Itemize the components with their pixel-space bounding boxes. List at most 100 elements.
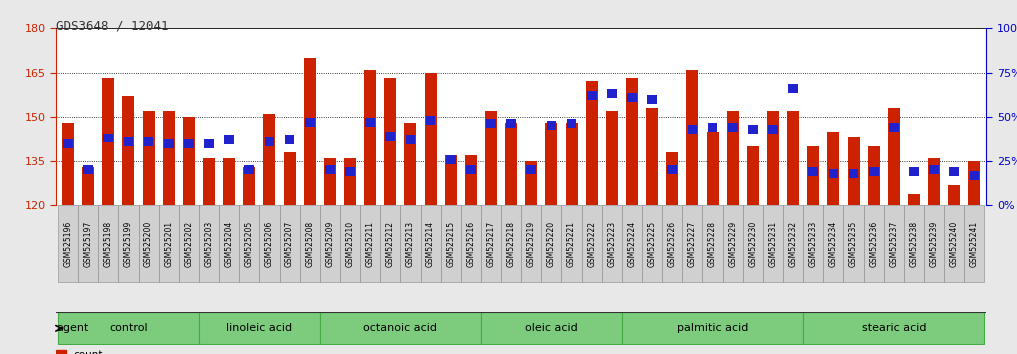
Bar	[384, 79, 397, 205]
Bar	[486, 120, 496, 129]
Bar	[847, 137, 859, 205]
Text: GSM525215: GSM525215	[446, 221, 456, 267]
Bar	[284, 152, 296, 205]
FancyBboxPatch shape	[58, 312, 199, 344]
Bar	[646, 108, 658, 205]
Bar	[728, 123, 737, 132]
FancyBboxPatch shape	[199, 312, 319, 344]
Bar	[868, 146, 880, 205]
Bar	[83, 166, 93, 175]
Bar	[924, 205, 944, 282]
Bar	[521, 205, 541, 282]
Bar	[889, 123, 899, 132]
Bar	[828, 132, 839, 205]
Bar	[344, 158, 356, 205]
Bar	[904, 205, 924, 282]
Bar	[824, 205, 843, 282]
Bar	[541, 205, 561, 282]
Bar	[546, 121, 556, 130]
Bar	[259, 205, 280, 282]
Text: GSM525207: GSM525207	[285, 221, 294, 267]
Bar	[606, 111, 618, 205]
FancyBboxPatch shape	[481, 312, 622, 344]
Bar	[602, 205, 622, 282]
Text: GSM525229: GSM525229	[728, 221, 737, 267]
Bar	[944, 205, 964, 282]
Bar	[264, 137, 275, 146]
Bar	[707, 132, 719, 205]
Text: GSM525239: GSM525239	[930, 221, 939, 267]
Bar	[582, 205, 602, 282]
Bar	[481, 205, 501, 282]
Bar	[506, 120, 516, 129]
Bar	[424, 73, 436, 205]
Bar	[78, 205, 99, 282]
Text: oleic acid: oleic acid	[525, 323, 578, 333]
Bar	[444, 155, 457, 205]
Text: GSM525199: GSM525199	[124, 221, 133, 267]
Bar	[225, 136, 234, 144]
Bar	[908, 194, 920, 205]
Bar	[742, 205, 763, 282]
Bar	[662, 205, 682, 282]
Bar	[525, 161, 537, 205]
Bar	[223, 158, 235, 205]
Bar	[219, 205, 239, 282]
Bar	[364, 70, 376, 205]
Text: GSM525216: GSM525216	[467, 221, 475, 267]
Bar	[63, 139, 73, 148]
Bar	[807, 146, 820, 205]
Bar	[365, 118, 375, 127]
Bar	[969, 171, 979, 180]
Text: GSM525223: GSM525223	[607, 221, 616, 267]
Text: GSM525235: GSM525235	[849, 221, 858, 267]
Bar	[607, 89, 616, 98]
Text: control: control	[109, 323, 147, 333]
Text: count: count	[74, 350, 104, 354]
Bar	[445, 155, 456, 164]
Bar	[501, 205, 522, 282]
Bar	[929, 158, 940, 205]
Text: GSM525236: GSM525236	[870, 221, 879, 267]
Bar	[746, 146, 759, 205]
Bar	[787, 111, 799, 205]
Text: GSM525218: GSM525218	[506, 221, 516, 267]
Bar	[385, 132, 396, 141]
Bar	[723, 205, 742, 282]
Bar	[682, 205, 703, 282]
Bar	[869, 167, 879, 176]
Bar	[118, 205, 138, 282]
Bar	[244, 166, 254, 175]
Bar	[58, 205, 78, 282]
Bar	[763, 205, 783, 282]
Bar	[666, 152, 678, 205]
Bar	[300, 205, 319, 282]
Bar	[420, 205, 440, 282]
Text: stearic acid: stearic acid	[861, 323, 926, 333]
Bar	[62, 123, 74, 205]
Text: agent: agent	[56, 323, 88, 333]
Bar	[82, 167, 95, 205]
Text: GSM525238: GSM525238	[909, 221, 918, 267]
Text: GSM525234: GSM525234	[829, 221, 838, 267]
Bar	[809, 167, 818, 176]
Bar	[138, 205, 159, 282]
Bar	[325, 166, 335, 175]
Bar	[440, 205, 461, 282]
Text: GSM525203: GSM525203	[204, 221, 214, 267]
Bar	[345, 167, 355, 176]
Text: GSM525196: GSM525196	[63, 221, 72, 267]
Bar	[708, 123, 717, 132]
Text: GSM525228: GSM525228	[708, 221, 717, 267]
Text: GDS3648 / 12041: GDS3648 / 12041	[56, 19, 169, 33]
Bar	[829, 169, 838, 178]
Text: GSM525233: GSM525233	[809, 221, 818, 267]
Text: GSM525198: GSM525198	[104, 221, 113, 267]
Bar	[909, 167, 918, 176]
Text: GSM525224: GSM525224	[627, 221, 637, 267]
Text: GSM525230: GSM525230	[749, 221, 758, 267]
Bar	[703, 205, 723, 282]
Bar	[884, 205, 904, 282]
Text: GSM525226: GSM525226	[668, 221, 676, 267]
Bar	[687, 125, 698, 133]
